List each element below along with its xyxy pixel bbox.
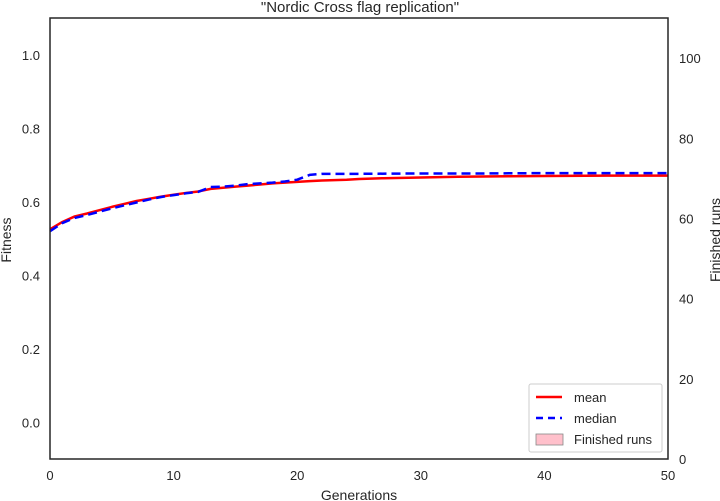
y-tick-label: 0.4 [22,268,40,283]
chart-title: "Nordic Cross flag replication" [261,0,459,16]
series-line-median [49,171,668,233]
chart-title-group: "Nordic Cross flag replication" [261,0,459,16]
x-tick-label: 20 [290,468,304,483]
x-tick-label: 40 [537,468,551,483]
x-tick-label: 30 [414,468,428,483]
x-tick-label: 10 [166,468,180,483]
y-tick-label: 0.8 [22,121,40,136]
y-tick-label: 0.6 [22,195,40,210]
y2-tick-label: 60 [679,211,693,226]
y2-tick-label: 80 [679,131,693,146]
y2-tick-label: 100 [679,51,701,66]
x-axis-label: Generations [321,487,397,501]
y-tick-label: 0.2 [22,342,40,357]
y2-tick-label: 20 [679,372,693,387]
legend-swatch-finished-runs [535,433,564,446]
y-tick-label: 1.0 [22,48,40,63]
y-axis: 0.0 0.2 0.4 0.6 0.8 1.0 [22,48,40,431]
x-tick-label: 0 [46,468,53,483]
y-tick-label: 0.0 [22,415,40,430]
legend-label: median [574,411,617,426]
series-layer [49,171,668,233]
legend-label: mean [574,390,607,405]
x-tick-label: 50 [661,468,675,483]
series-line-mean [49,174,668,231]
y2-tick-label: 0 [679,452,686,467]
y2-axis-label: Finished runs [707,198,720,282]
legend-label: Finished runs [574,432,653,447]
x-axis: 0 10 20 30 40 50 [46,468,675,483]
y2-axis: 0 20 40 60 80 100 [679,51,701,467]
y2-tick-label: 40 [679,292,693,307]
y-axis-label: Fitness [0,217,14,262]
plot-frame [49,17,669,460]
legend: mean median Finished runs [528,383,663,453]
